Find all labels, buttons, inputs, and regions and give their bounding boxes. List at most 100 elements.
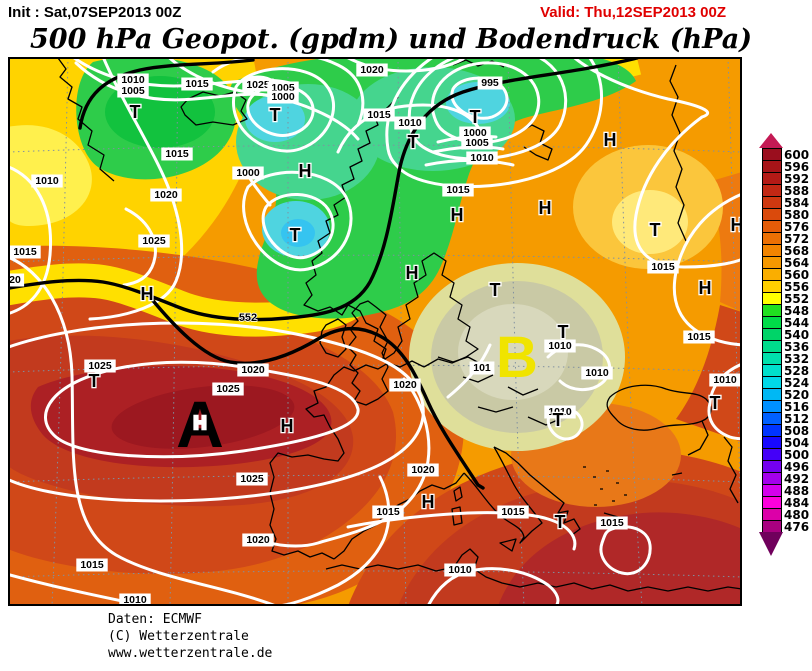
isobar-value-label: 1015 (442, 183, 474, 197)
colorbar-band (763, 365, 781, 377)
svg-text:1010: 1010 (585, 367, 609, 379)
svg-text:1010: 1010 (713, 374, 737, 386)
svg-text:1000: 1000 (271, 91, 295, 103)
svg-text:1015: 1015 (165, 148, 189, 160)
high-center-marker: H (406, 263, 419, 283)
svg-text:1025: 1025 (246, 79, 270, 91)
isobar-value-label: 1015 (596, 516, 628, 530)
geopot-contours (8, 57, 639, 490)
isobar-value-label: 1025 (138, 234, 170, 248)
low-center-marker: T (555, 512, 566, 532)
high-center-marker: H (699, 278, 712, 298)
high-center-marker: H (731, 215, 743, 235)
colorbar-band (763, 353, 781, 365)
pressure-centers: T T T T H H H H T H T H T H H T T T T H T H H (87, 101, 743, 534)
isobar-value-label: 1010 (117, 73, 149, 87)
low-center-marker: T (130, 102, 141, 122)
colorbar-band (763, 269, 781, 281)
colorbar-tick-label: 576 (784, 220, 810, 234)
isobar-value-label: 1025 (236, 472, 268, 486)
colorbar-band (763, 497, 781, 509)
high-center-marker: H (539, 198, 552, 218)
svg-text:1015: 1015 (13, 246, 37, 258)
isobar-value-label: 1025 (212, 382, 244, 396)
colorbar-band (763, 521, 781, 532)
isobar-value-label: 1015 (9, 245, 41, 259)
colorbar-tick-label: 532 (784, 352, 810, 366)
low-center-marker: T (490, 280, 501, 300)
credit-source: Daten: ECMWF (108, 612, 202, 627)
colorbar-band (763, 341, 781, 353)
low-center-marker: T (290, 225, 301, 245)
colorbar-band (763, 221, 781, 233)
colorbar-tick-label: 560 (784, 268, 810, 282)
svg-text:101: 101 (473, 362, 491, 374)
colorbar-tick-label: 552 (784, 292, 810, 306)
valid-datetime: Valid: Thu,12SEP2013 00Z (540, 4, 726, 21)
colorbar-band (763, 377, 781, 389)
svg-text:1025: 1025 (240, 473, 264, 485)
colorbar-band (763, 293, 781, 305)
pressure-system-letter-A: A (176, 387, 224, 461)
isobar-value-label: 1015 (181, 77, 213, 91)
isobar-value-label: 101 (469, 361, 495, 375)
svg-text:1000: 1000 (463, 127, 487, 139)
isobar-value-label: 1010 (394, 116, 426, 130)
svg-text:1020: 1020 (241, 364, 265, 376)
isobar-value-label: 1020 (150, 188, 182, 202)
isobar-value-label: 1010 (544, 339, 576, 353)
isobar-value-label: 20 (8, 273, 25, 287)
colorbar-band (763, 281, 781, 293)
svg-text:1015: 1015 (651, 261, 675, 273)
high-center-marker: H (451, 205, 464, 225)
colorbar-tick-label: 504 (784, 436, 810, 450)
low-center-marker: T (470, 107, 481, 127)
colorbar-band (763, 437, 781, 449)
big-letters: AB (176, 325, 538, 461)
isobar-value-label: 1015 (647, 260, 679, 274)
colorbar-band (763, 233, 781, 245)
colorbar-band (763, 473, 781, 485)
svg-text:1010: 1010 (448, 564, 472, 576)
chart-title: 500 hPa Geopot. (gpdm) und Bodendruck (h… (30, 24, 753, 55)
isobar-value-label: 1010 (709, 373, 741, 387)
isobar-value-label: 1015 (76, 558, 108, 572)
high-center-marker: H (604, 130, 617, 150)
colorbar-tick-label: 528 (784, 364, 810, 378)
colorbar-band (763, 185, 781, 197)
colorbar-tick-label: 488 (784, 484, 810, 498)
latlon-grid (8, 57, 742, 606)
geopotential-contour-label: 552 (239, 312, 257, 324)
isobar-value-label: 1015 (497, 505, 529, 519)
low-center-marker: T (558, 322, 569, 342)
colorbar-tick-label: 492 (784, 472, 810, 486)
isobar-value-label: 1000 (459, 126, 491, 140)
svg-text:1015: 1015 (687, 331, 711, 343)
svg-text:1015: 1015 (185, 78, 209, 90)
svg-text:1020: 1020 (154, 189, 178, 201)
colorbar-tick-label: 548 (784, 304, 810, 318)
weather-map: 1010 1005 1015 1025 1005 1000 1020 1015 995 1000 1… (8, 57, 742, 606)
isobar-value-label: 1020 (237, 363, 269, 377)
isobar-value-label: 1020 (407, 463, 439, 477)
svg-text:1010: 1010 (470, 152, 494, 164)
colorbar-tick-label: 580 (784, 208, 810, 222)
colorbar-band (763, 389, 781, 401)
colorbar-band (763, 461, 781, 473)
credit-url: www.wetterzentrale.de (108, 646, 273, 661)
colorbar-band (763, 149, 781, 161)
colorbar-tick-label: 496 (784, 460, 810, 474)
high-center-marker: H (299, 161, 312, 181)
isobar-value-label: 1015 (161, 147, 193, 161)
colorbar-tick-label: 536 (784, 340, 810, 354)
colorbar-tick-label: 500 (784, 448, 810, 462)
svg-text:1020: 1020 (411, 464, 435, 476)
low-center-marker: T (89, 371, 100, 391)
svg-text:1010: 1010 (123, 594, 147, 606)
isobar-value-label: 1010 (31, 174, 63, 188)
colorbar-tick-label: 568 (784, 244, 810, 258)
colorbar-tick-label: 520 (784, 388, 810, 402)
svg-text:20: 20 (9, 274, 21, 286)
